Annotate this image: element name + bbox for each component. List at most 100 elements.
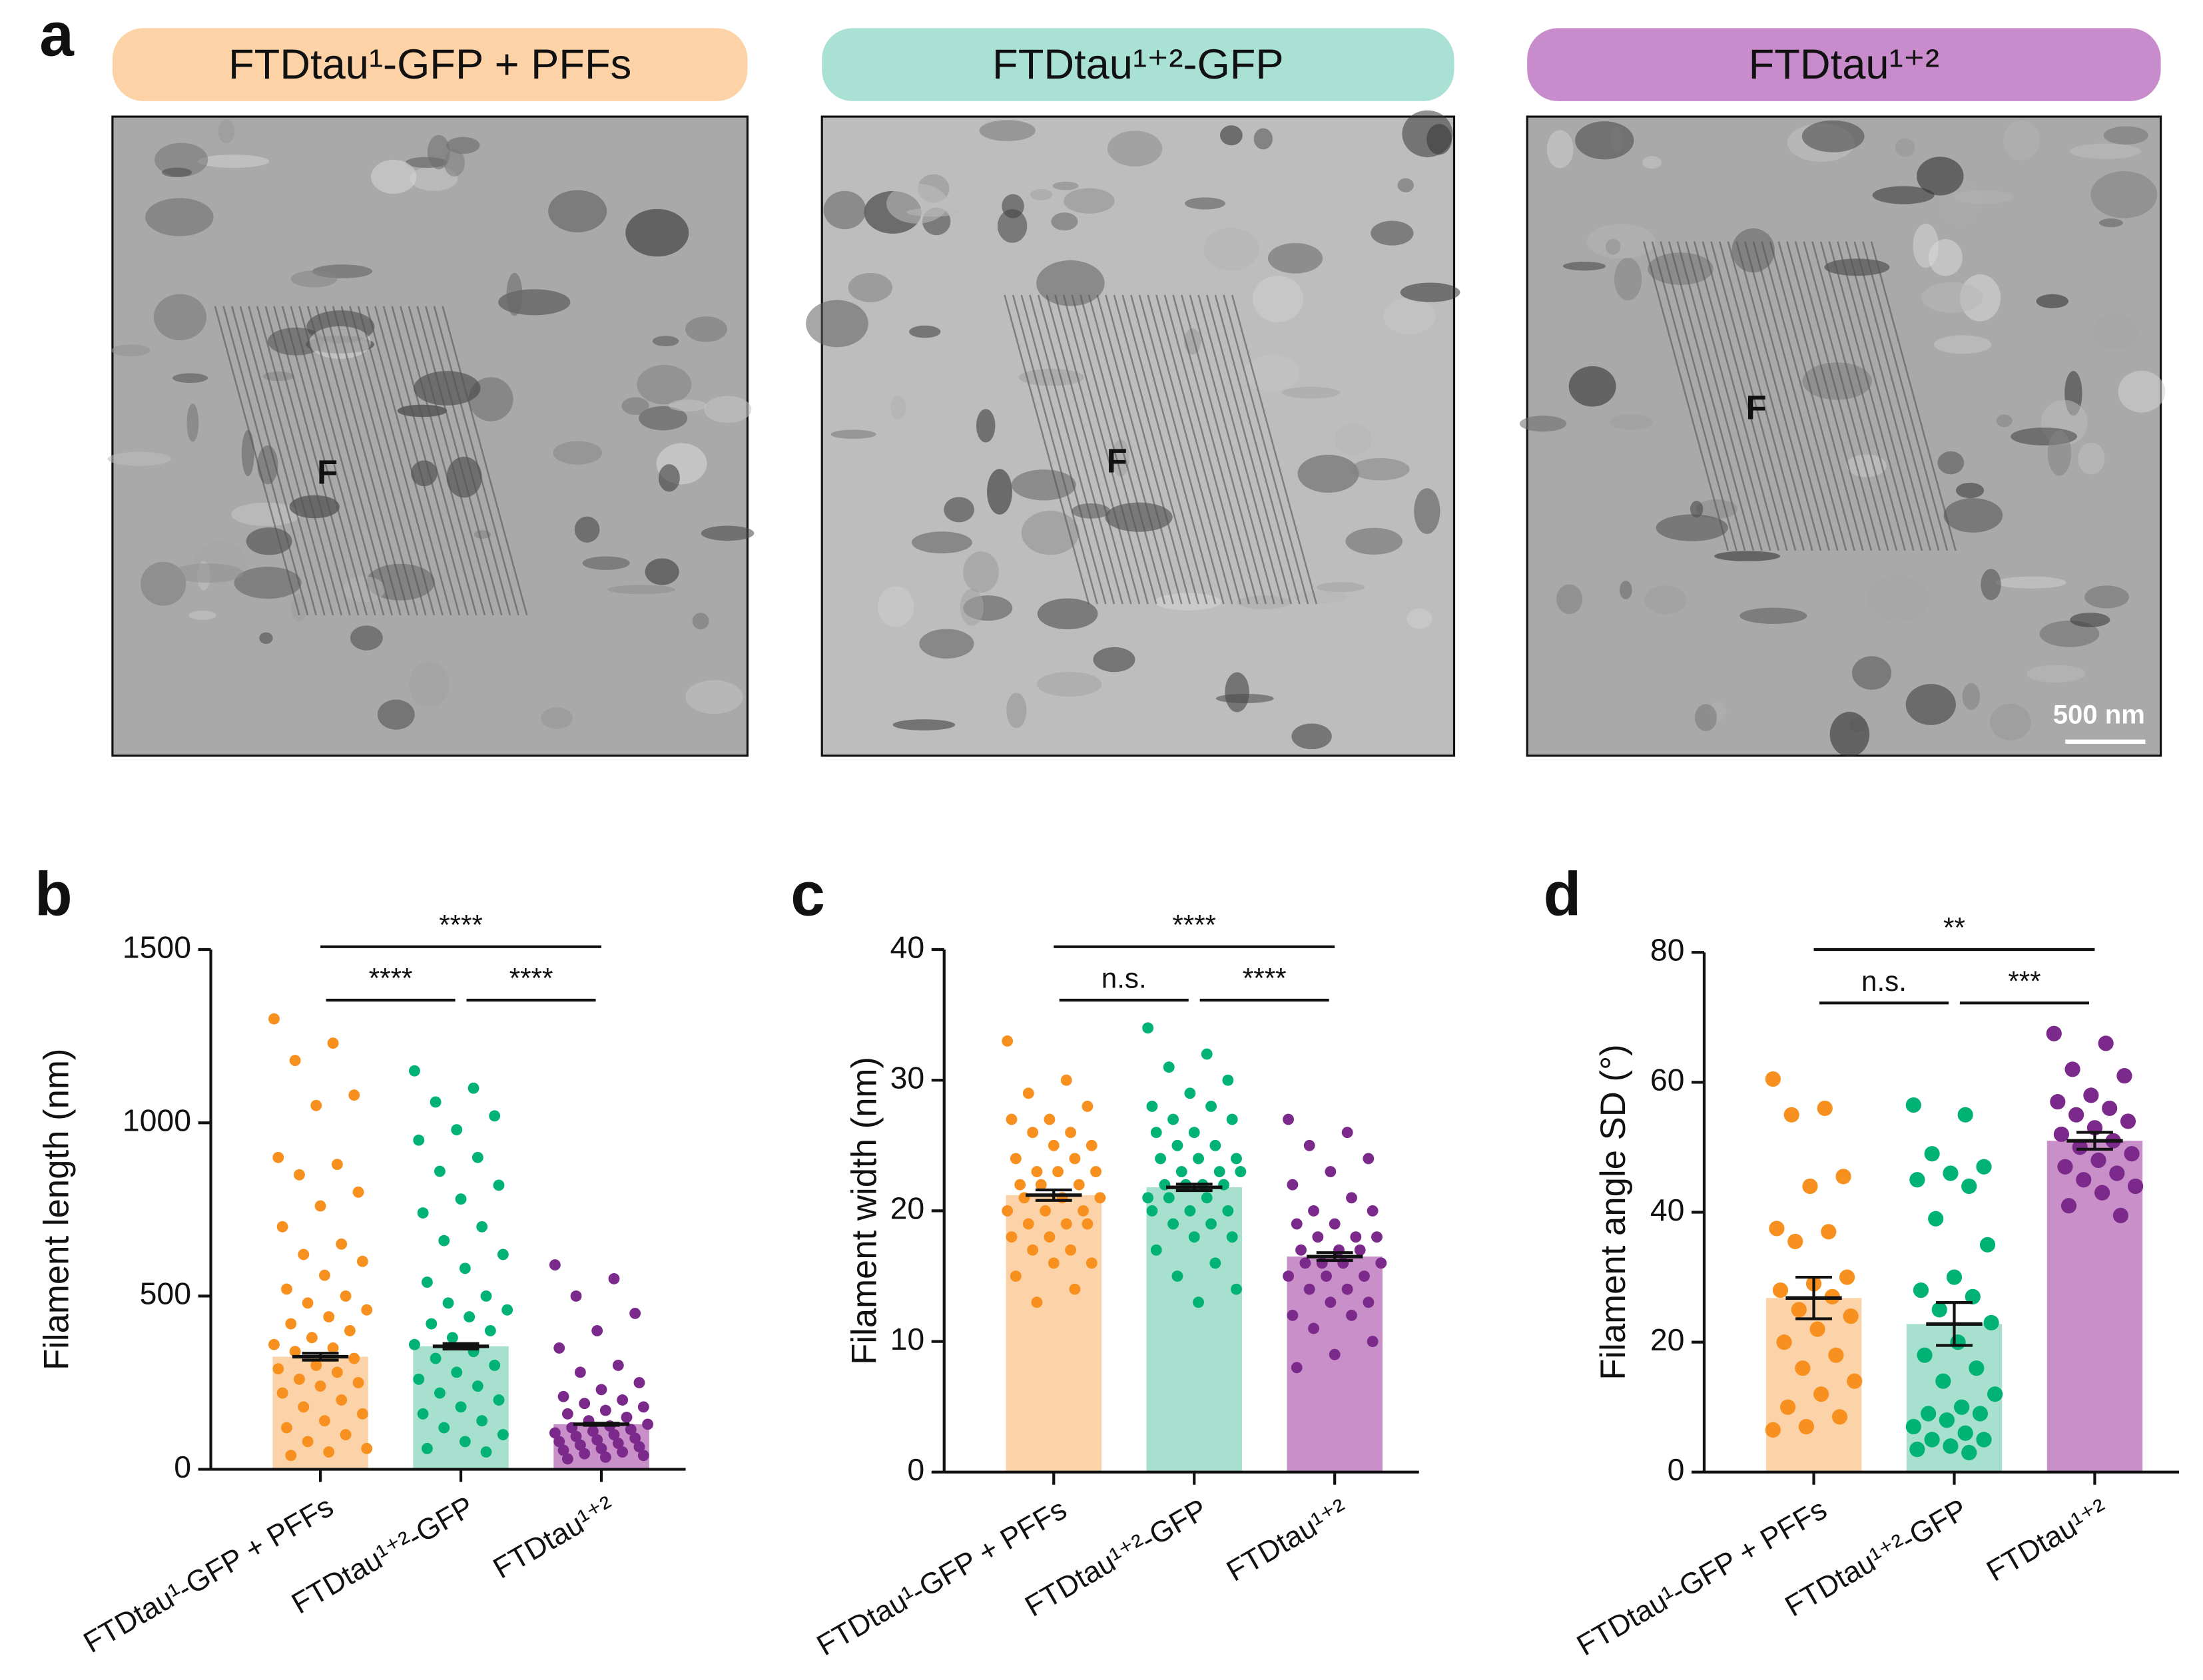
data-point	[1146, 1101, 1158, 1112]
filament-texture	[340, 306, 427, 616]
panel-label: d	[1544, 860, 1582, 929]
data-point	[1222, 1205, 1234, 1217]
image-texture	[1237, 595, 1291, 609]
data-point	[1950, 1334, 1966, 1350]
data-point	[464, 1311, 475, 1323]
image-texture	[944, 497, 974, 523]
filament-texture	[1163, 294, 1250, 605]
filament-texture	[1197, 294, 1284, 605]
condition-label: FTDtau¹⁺²	[1749, 41, 1939, 88]
micrograph	[107, 115, 755, 757]
filament-texture	[1668, 241, 1755, 551]
data-point	[1354, 1244, 1366, 1256]
image-texture	[823, 190, 866, 230]
image-texture	[291, 594, 308, 623]
significance-label: ****	[439, 909, 483, 940]
image-texture	[1371, 220, 1414, 246]
image-texture	[911, 531, 972, 554]
significance-label: ****	[1172, 909, 1216, 940]
image-texture	[1562, 262, 1606, 271]
image-texture	[1656, 514, 1728, 541]
filament-texture	[1752, 241, 1839, 551]
data-point	[1078, 1205, 1090, 1217]
data-point	[1983, 1314, 1999, 1330]
filament-texture	[357, 306, 444, 616]
data-point	[276, 1387, 288, 1399]
data-point	[637, 1450, 649, 1462]
filament-texture	[1803, 241, 1889, 551]
image-texture	[1648, 252, 1714, 285]
image-texture	[2092, 314, 2139, 350]
data-point	[327, 1037, 339, 1049]
data-point	[409, 1338, 420, 1350]
data-point	[1201, 1192, 1213, 1204]
y-tick-label: 1000	[123, 1103, 191, 1137]
data-point	[1346, 1192, 1357, 1204]
data-point	[413, 1373, 425, 1385]
data-point	[281, 1422, 292, 1434]
image-texture	[1867, 575, 1930, 623]
data-point	[633, 1441, 645, 1453]
data-point	[356, 1255, 368, 1267]
data-point	[430, 1096, 442, 1108]
data-point	[2128, 1178, 2144, 1195]
data-point	[1022, 1087, 1034, 1099]
image-texture	[625, 208, 689, 257]
bar	[1287, 1257, 1383, 1472]
image-texture	[1917, 156, 1964, 196]
condition-label: FTDtau¹⁺²-GFP	[992, 41, 1284, 88]
data-point	[1150, 1127, 1162, 1139]
filament-texture	[1819, 241, 1906, 551]
data-point	[1359, 1270, 1370, 1282]
filament-texture	[1205, 294, 1293, 605]
data-point	[318, 1269, 330, 1281]
y-tick-label: 40	[1650, 1193, 1685, 1227]
data-point	[617, 1446, 629, 1458]
data-point	[2116, 1068, 2132, 1084]
data-point	[549, 1259, 561, 1271]
data-point	[1295, 1244, 1307, 1256]
filament-texture	[1121, 294, 1208, 605]
image-texture	[2042, 535, 2110, 557]
data-point	[1014, 1179, 1026, 1191]
image-texture	[172, 563, 244, 583]
data-point	[1957, 1425, 1973, 1441]
filament-texture	[1651, 241, 1737, 551]
data-point	[621, 1412, 633, 1423]
data-point	[472, 1380, 483, 1392]
micrograph	[1519, 115, 2166, 757]
data-point	[1920, 1406, 1937, 1422]
x-tick-label: FTDtau¹⁺²	[1981, 1493, 2113, 1588]
image-texture	[234, 567, 302, 599]
data-point	[1909, 1172, 1925, 1188]
data-point	[1031, 1166, 1043, 1177]
data-point	[1961, 1444, 1977, 1461]
data-point	[1184, 1087, 1196, 1099]
filament-texture	[298, 306, 385, 616]
image-texture	[548, 190, 607, 232]
data-point	[629, 1307, 641, 1319]
filament-texture	[1096, 294, 1183, 605]
data-point	[294, 1169, 305, 1181]
filament-texture	[1062, 294, 1149, 605]
data-point	[1765, 1071, 1781, 1087]
data-point	[637, 1401, 649, 1413]
data-point	[1909, 1442, 1925, 1458]
y-tick-label: 60	[1650, 1063, 1685, 1097]
image-texture	[218, 119, 235, 144]
image-texture	[1955, 482, 1985, 499]
data-point	[314, 1200, 326, 1212]
data-point	[1776, 1334, 1792, 1350]
data-point	[1976, 1159, 1992, 1175]
image-texture	[1981, 569, 2001, 601]
filament-texture	[1088, 294, 1174, 605]
data-point	[1769, 1221, 1785, 1237]
data-point	[497, 1249, 509, 1260]
condition-box	[822, 28, 1454, 101]
image-texture	[107, 451, 171, 466]
y-tick-label: 40	[890, 930, 925, 964]
filament-texture	[230, 306, 317, 616]
data-point	[1027, 1244, 1039, 1256]
image-texture	[848, 272, 892, 302]
image-texture	[506, 272, 523, 316]
